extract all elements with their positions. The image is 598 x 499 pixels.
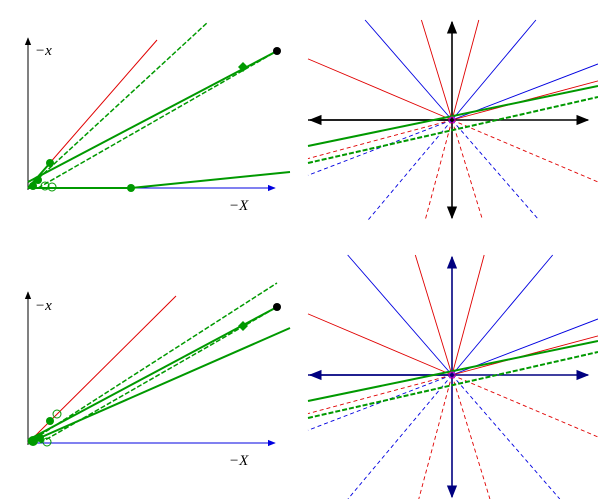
ray-dashed [451,119,598,183]
centre [448,116,456,124]
panel-top-right [307,19,598,221]
ray [420,19,453,121]
ray [451,19,537,121]
ray-dashed [424,119,453,221]
x-axis-label: −X [229,198,249,214]
panel-top-left: −x −X [24,21,291,214]
ray-dashed [307,119,453,160]
ray [307,58,453,121]
panel-bottom-right [307,254,598,499]
ray-dashed [451,374,598,438]
ray [364,19,453,121]
ray-dashed [451,374,491,499]
x-axis-label: −X [229,453,249,469]
ray [451,19,480,121]
y-axis-label: −x [35,43,52,59]
green-dashed [307,96,598,164]
ray-dashed [307,374,453,415]
panel-bottom-left: −x −X [24,282,291,469]
ray-dashed [418,374,453,499]
green-line [307,340,598,402]
centre [448,371,456,379]
ray [451,254,485,376]
ray [451,254,554,376]
ray-dashed [367,119,453,221]
ray [307,313,453,376]
ray [347,254,453,376]
green-line [307,85,598,147]
ray-dashed [451,119,484,221]
ray-dashed [347,374,453,499]
y-axis-label: −x [35,298,52,314]
ray [414,254,453,376]
ray-dashed [451,119,540,221]
green-dashed [307,351,598,419]
ray-dashed [451,374,561,499]
